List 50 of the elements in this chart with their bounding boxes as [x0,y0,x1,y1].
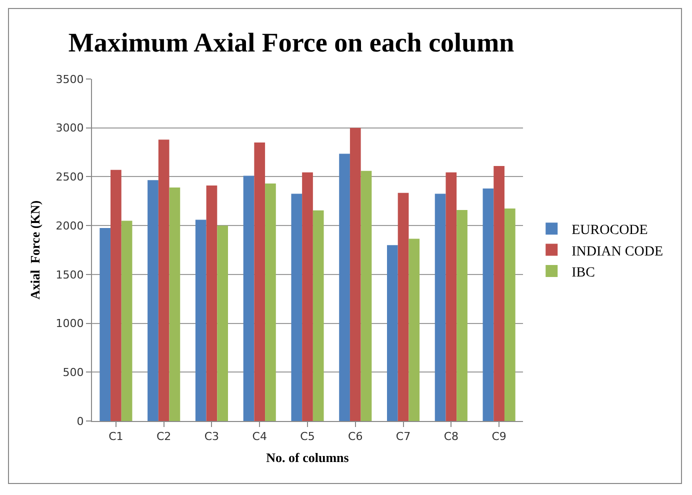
y-tick-label: 2500 [56,170,84,184]
bar [494,166,504,421]
bar [446,172,457,421]
legend-label: INDIAN CODE [572,244,664,260]
legend-label: IBC [572,265,595,280]
bar [312,210,324,421]
x-tick-label: C3 [204,430,220,444]
bar [482,188,494,421]
bar [254,142,266,421]
x-tick-label: C7 [396,430,411,444]
bar [434,194,446,421]
y-tick-label: 500 [62,366,84,379]
bar [398,192,409,421]
bar [302,172,313,421]
y-tick-label: 3500 [56,72,84,86]
chart-title: Maximum Axial Force on each column [68,28,514,58]
x-tick-label: C5 [300,430,315,444]
bar [387,245,398,421]
bar [456,210,468,421]
bar [350,128,361,421]
x-tick-label: C4 [252,430,267,444]
x-tick-label: C9 [492,430,506,444]
y-tick-label: 2000 [56,219,84,232]
y-tick-label: 1500 [56,268,84,282]
bar [148,180,158,421]
bar [121,220,132,421]
bar [360,170,372,421]
bar [206,186,218,421]
y-axis-title: Axial Force (KN) [28,200,43,300]
bar [100,228,111,421]
bar [217,226,228,421]
bar [265,184,276,421]
x-tick-label: C2 [156,430,172,444]
legend-label: EUROCODE [572,223,648,238]
bar [158,140,170,421]
bar [169,187,180,421]
y-tick-label: 0 [76,414,84,428]
bar [504,208,516,421]
bar [243,176,254,421]
x-axis-title: No. of columns [266,450,349,465]
x-tick-label: C8 [444,430,459,444]
x-tick-label: C6 [348,430,363,444]
bar [339,154,350,421]
bar [291,194,302,421]
x-tick-label: C1 [108,430,124,444]
bar [110,170,122,421]
y-tick-label: 1000 [56,317,84,330]
bar [195,220,206,421]
y-tick-label: 3000 [56,122,84,135]
bar [408,238,420,421]
